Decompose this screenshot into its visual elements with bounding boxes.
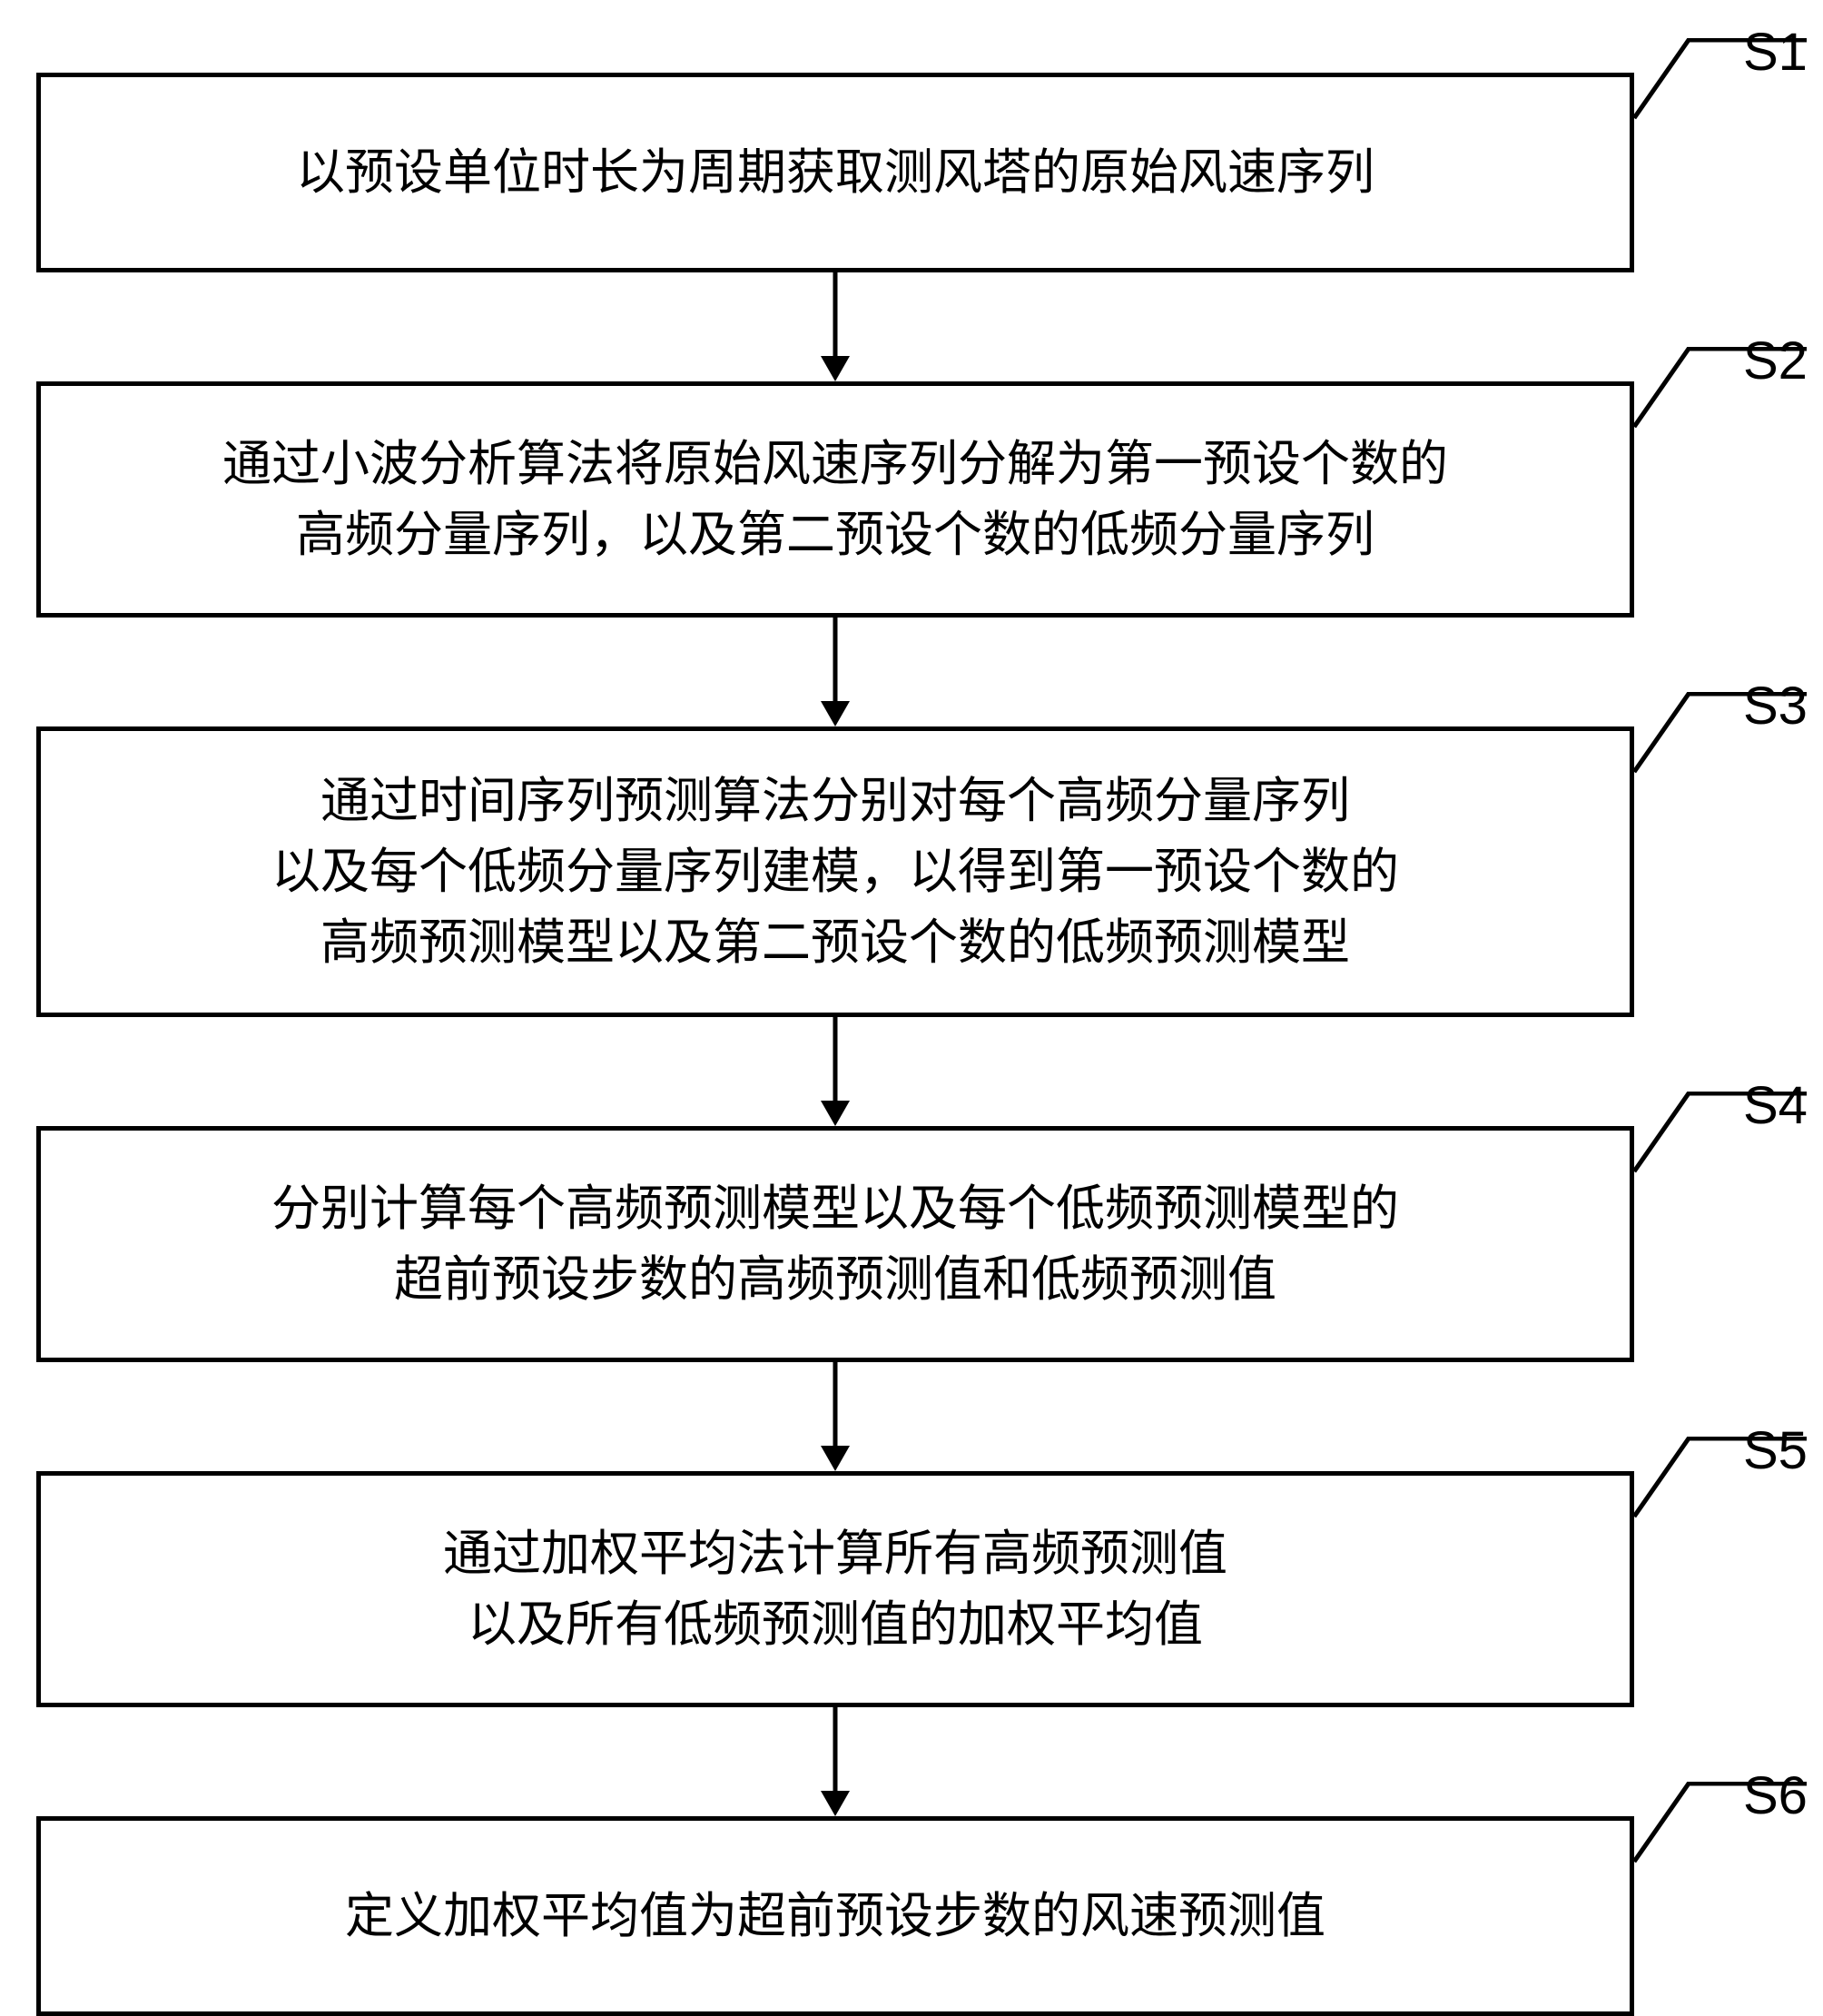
step-box-s2: 通过小波分析算法将原始风速序列分解为第一预设个数的 高频分量序列，以及第二预设个… [36, 381, 1634, 618]
step-label-s3: S3 [1743, 676, 1808, 736]
step-box-s1: 以预设单位时长为周期获取测风塔的原始风速序列 [36, 73, 1634, 272]
arrow-s4-s5 [816, 1362, 854, 1471]
flowchart-canvas: 以预设单位时长为周期获取测风塔的原始风速序列 S1 通过小波分析算法将原始风速序列分… [0, 0, 1823, 1897]
step-label-s6: S6 [1743, 1765, 1808, 1826]
step-text: 以预设单位时长为周期获取测风塔的原始风速序列 [296, 137, 1375, 208]
arrow-s3-s4 [816, 1017, 854, 1126]
arrow-s2-s3 [816, 618, 854, 726]
arrow-s5-s6 [816, 1707, 854, 1816]
step-box-s3: 通过时间序列预测算法分别对每个高频分量序列 以及每个低频分量序列建模，以得到第一… [36, 726, 1634, 1017]
step-label-s2: S2 [1743, 331, 1808, 391]
step-label-s1: S1 [1743, 22, 1808, 83]
step-text: 通过小波分析算法将原始风速序列分解为第一预设个数的 高频分量序列，以及第二预设个… [222, 429, 1448, 571]
step-label-s4: S4 [1743, 1075, 1808, 1136]
step-box-s4: 分别计算每个高频预测模型以及每个低频预测模型的 超前预设步数的高频预测值和低频预… [36, 1126, 1634, 1362]
step-box-s6: 定义加权平均值为超前预设步数的风速预测值 [36, 1816, 1634, 2016]
arrow-s1-s2 [816, 272, 854, 381]
step-text: 通过加权平均法计算所有高频预测值 以及所有低频预测值的加权平均值 [443, 1518, 1227, 1661]
step-text: 定义加权平均值为超前预设步数的风速预测值 [345, 1881, 1325, 1952]
step-text: 分别计算每个高频预测模型以及每个低频预测模型的 超前预设步数的高频预测值和低频预… [271, 1173, 1399, 1316]
step-label-s5: S5 [1743, 1420, 1808, 1481]
step-text: 通过时间序列预测算法分别对每个高频分量序列 以及每个低频分量序列建模，以得到第一… [271, 766, 1399, 979]
step-box-s5: 通过加权平均法计算所有高频预测值 以及所有低频预测值的加权平均值 [36, 1471, 1634, 1707]
